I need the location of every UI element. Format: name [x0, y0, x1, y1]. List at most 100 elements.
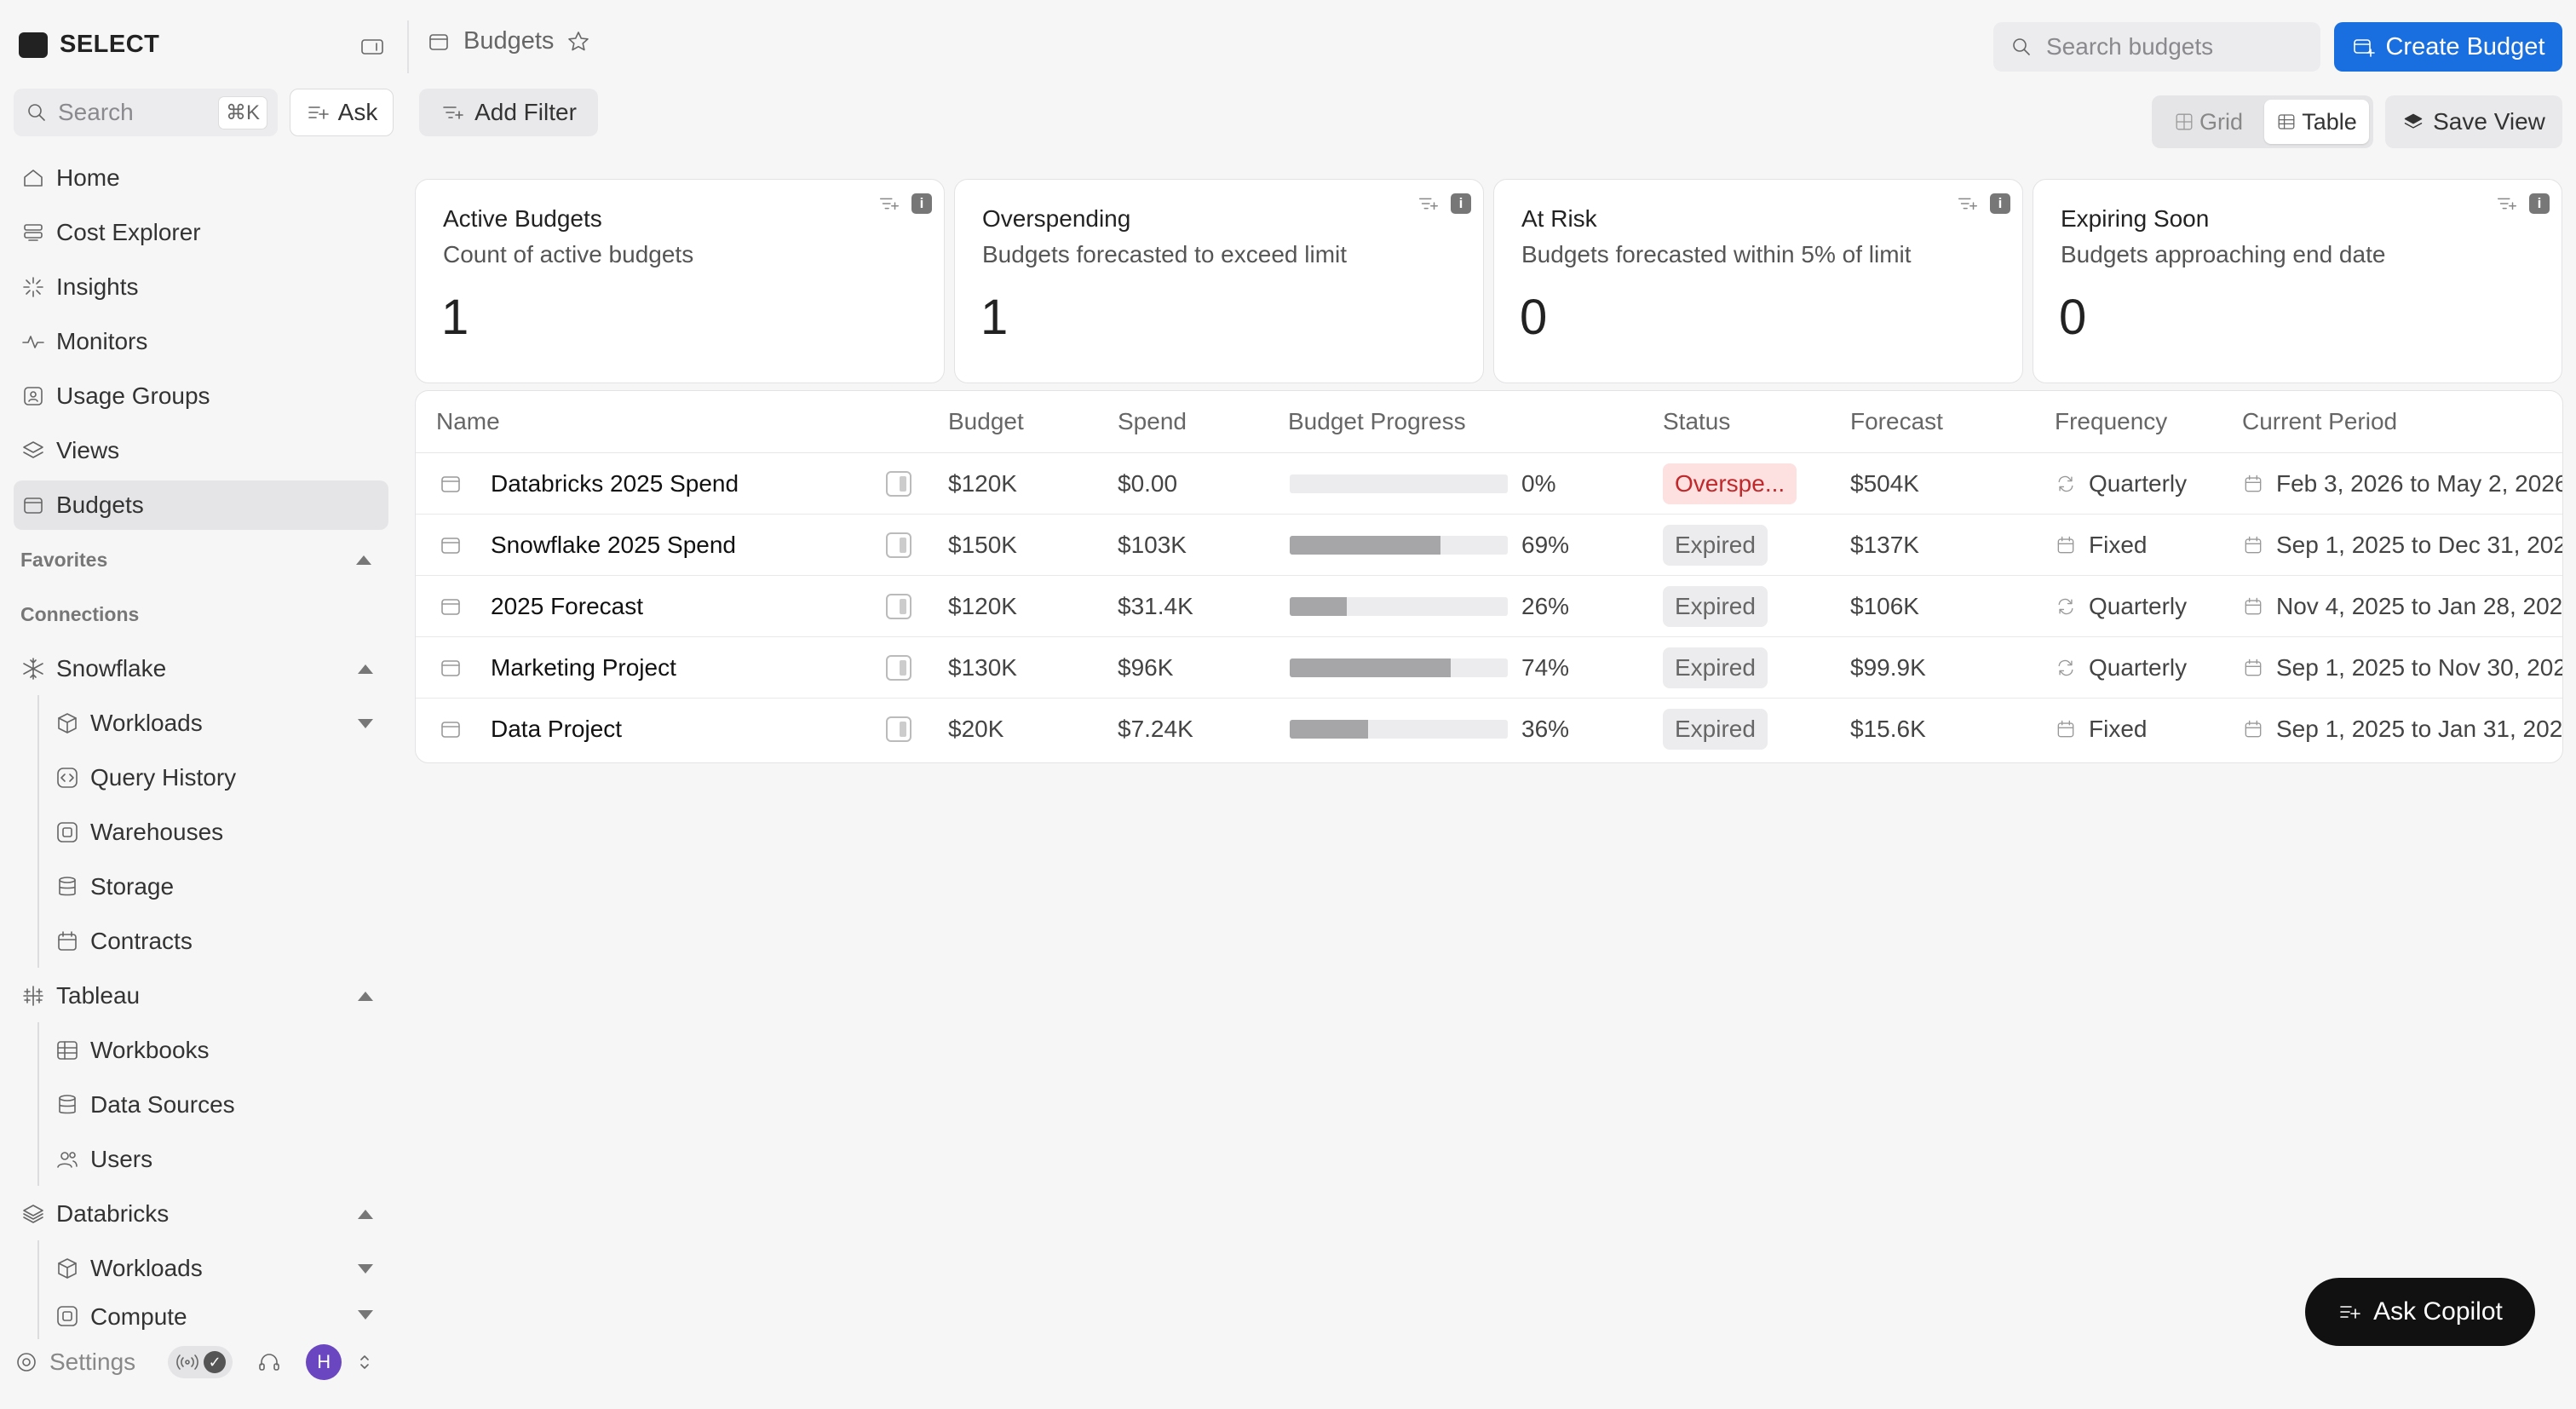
progress-track: [1290, 474, 1508, 493]
column-header-current-period[interactable]: Current Period: [2242, 408, 2398, 434]
status-toggle[interactable]: ✓: [168, 1346, 233, 1378]
card-value: 1: [980, 290, 1009, 345]
budget-name[interactable]: Data Project: [491, 716, 623, 742]
budget-name[interactable]: 2025 Forecast: [491, 593, 643, 619]
chevron-up-icon[interactable]: [358, 1210, 373, 1219]
column-header-forecast[interactable]: Forecast: [1850, 408, 1943, 434]
stat-card-overspending[interactable]: i Overspending Budgets forecasted to exc…: [954, 179, 1484, 383]
grid-icon: [2174, 112, 2194, 132]
chevron-up-icon[interactable]: [356, 555, 371, 565]
chevron-up-icon[interactable]: [358, 664, 373, 674]
open-side-panel[interactable]: [886, 637, 911, 699]
budget-name[interactable]: Snowflake 2025 Spend: [491, 532, 736, 558]
sidebar-item-insights[interactable]: Insights: [14, 262, 388, 312]
open-side-panel[interactable]: [886, 699, 911, 760]
star-icon[interactable]: [566, 29, 591, 55]
sidebar-item-workbooks[interactable]: Workbooks: [48, 1026, 388, 1075]
status-badge: Expired: [1663, 709, 1768, 750]
sidebar-item-snowflake-workloads[interactable]: Workloads: [48, 699, 388, 748]
filter-plus-icon[interactable]: [1417, 192, 1440, 216]
open-side-panel[interactable]: [886, 576, 911, 637]
brand-logo[interactable]: SELECT: [19, 31, 159, 59]
stat-card-active-budgets[interactable]: i Active Budgets Count of active budgets…: [415, 179, 945, 383]
sidebar-item-monitors[interactable]: Monitors: [14, 317, 388, 366]
create-budget-button[interactable]: Create Budget: [2334, 22, 2562, 72]
add-filter-button[interactable]: Add Filter: [419, 89, 598, 136]
column-header-budget[interactable]: Budget: [948, 408, 1024, 434]
open-side-panel[interactable]: [886, 453, 911, 515]
info-icon[interactable]: i: [2529, 193, 2550, 214]
sidebar-item-databricks[interactable]: Databricks: [14, 1189, 388, 1239]
table-row[interactable]: Snowflake 2025 Spend $150K $103K 69% Expired…: [416, 515, 2562, 576]
table-row[interactable]: Data Project $20K $7.24K 36% Expired $15.6K Fi…: [416, 699, 2562, 760]
sidebar-item-home[interactable]: Home: [14, 153, 388, 203]
sidebar-item-usage-groups[interactable]: Usage Groups: [14, 371, 388, 421]
budget-amount: $130K: [948, 654, 1017, 681]
search-icon: [24, 100, 49, 125]
sidebar-item-budgets[interactable]: Budgets: [14, 480, 388, 530]
sidebar-item-storage[interactable]: Storage: [48, 862, 388, 912]
filter-plus-icon[interactable]: [1956, 192, 1980, 216]
chevron-up-icon[interactable]: [358, 992, 373, 1001]
info-icon[interactable]: i: [1990, 193, 2010, 214]
column-header-frequency[interactable]: Frequency: [2055, 408, 2168, 434]
gear-icon[interactable]: [14, 1349, 39, 1375]
forecast-amount: $106K: [1850, 593, 1919, 619]
collapse-sidebar-icon[interactable]: [359, 34, 385, 60]
sidebar-item-cost-explorer[interactable]: Cost Explorer: [14, 208, 388, 257]
sidebar-item-compute[interactable]: Compute: [48, 1298, 388, 1332]
card-value: 0: [2059, 290, 2087, 345]
sidebar-item-views[interactable]: Views: [14, 426, 388, 475]
headset-icon[interactable]: [256, 1349, 282, 1375]
card-title: Expiring Soon: [2061, 205, 2210, 232]
sidebar-item-warehouses[interactable]: Warehouses: [48, 808, 388, 857]
stat-card-expiring-soon[interactable]: i Expiring Soon Budgets approaching end …: [2033, 179, 2562, 383]
search-budgets-input[interactable]: Search budgets: [1993, 22, 2320, 72]
chevron-down-icon[interactable]: [358, 1310, 373, 1320]
column-header-spend[interactable]: Spend: [1118, 408, 1187, 434]
table-row[interactable]: Databricks 2025 Spend $120K $0.00 0% Overspe…: [416, 453, 2562, 515]
sidebar-item-contracts[interactable]: Contracts: [48, 917, 388, 966]
table-row[interactable]: 2025 Forecast $120K $31.4K 26% Expired $106K Q…: [416, 576, 2562, 637]
table-row[interactable]: Marketing Project $130K $96K 74% Expired $99.…: [416, 637, 2562, 699]
card-value: 1: [441, 290, 469, 345]
chevron-down-icon[interactable]: [358, 1264, 373, 1274]
open-side-panel[interactable]: [886, 515, 911, 576]
budget-name[interactable]: Marketing Project: [491, 654, 676, 681]
sidebar-item-label: Storage: [90, 873, 175, 900]
filter-plus-icon[interactable]: [2495, 192, 2519, 216]
brand-name: SELECT: [60, 31, 160, 58]
stat-card-at-risk[interactable]: i At Risk Budgets forecasted within 5% o…: [1493, 179, 2023, 383]
sidebar-item-databricks-workloads[interactable]: Workloads: [48, 1244, 388, 1293]
sidebar-item-tableau[interactable]: Tableau: [14, 971, 388, 1021]
save-view-button[interactable]: Save View: [2385, 95, 2562, 148]
column-header-progress[interactable]: Budget Progress: [1288, 408, 1466, 434]
avatar[interactable]: H: [306, 1344, 342, 1380]
budget-name[interactable]: Databricks 2025 Spend: [491, 470, 739, 497]
sidebar-item-snowflake[interactable]: Snowflake: [14, 644, 388, 693]
sidebar-search[interactable]: Search ⌘K: [14, 89, 278, 136]
chevron-updown-icon[interactable]: [352, 1349, 369, 1375]
ask-button[interactable]: Ask: [290, 89, 394, 136]
info-icon[interactable]: i: [1451, 193, 1471, 214]
sidebar-item-label: Workbooks: [90, 1037, 210, 1063]
sidebar-item-users[interactable]: Users: [48, 1135, 388, 1184]
info-icon[interactable]: i: [911, 193, 932, 214]
card-tools: i: [877, 192, 932, 216]
table-view-button[interactable]: Table: [2264, 100, 2369, 144]
favorites-section[interactable]: Favorites: [20, 549, 387, 572]
spend-amount: $31.4K: [1118, 593, 1193, 619]
progress-track: [1290, 720, 1508, 739]
settings-link[interactable]: Settings: [49, 1349, 136, 1375]
table-icon: [2276, 112, 2297, 132]
grid-view-button[interactable]: Grid: [2156, 100, 2261, 144]
sidebar-item-query-history[interactable]: Query History: [48, 753, 388, 802]
filter-plus-icon[interactable]: [877, 192, 901, 216]
column-header-name[interactable]: Name: [436, 408, 500, 434]
column-header-status[interactable]: Status: [1663, 408, 1731, 434]
chevron-down-icon[interactable]: [358, 719, 373, 728]
sidebar-item-data-sources[interactable]: Data Sources: [48, 1080, 388, 1130]
cube-icon: [55, 1256, 80, 1281]
create-budget-label: Create Budget: [2385, 32, 2545, 60]
ask-copilot-button[interactable]: Ask Copilot: [2305, 1278, 2535, 1346]
